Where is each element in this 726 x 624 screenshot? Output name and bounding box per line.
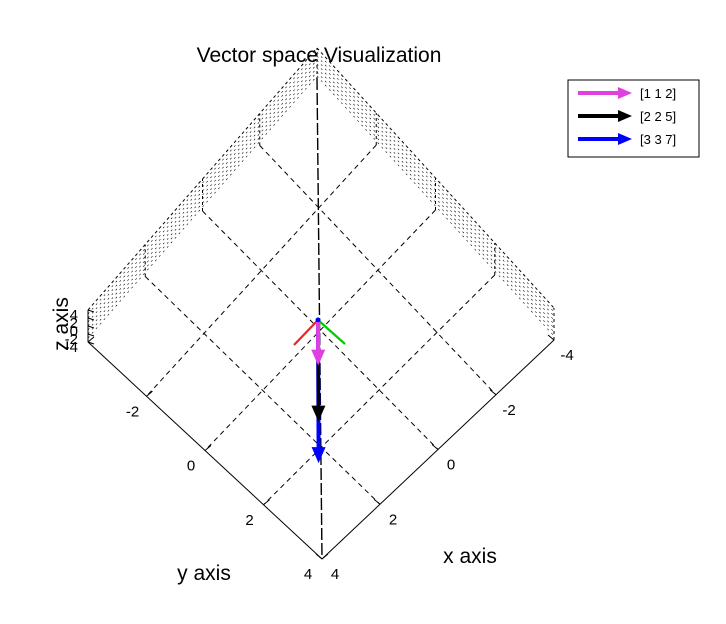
wall-grid-line [87,55,318,319]
legend-swatch-arrowhead [618,87,632,99]
z-tick-mark [87,333,95,337]
x-axis-label: x axis [443,545,497,568]
triad-y-line [293,319,319,346]
z-tick-label: 2 [70,315,78,332]
back-wall-grid [87,47,555,560]
y-tick-label: 0 [187,458,195,475]
wall-grid-line [87,51,318,315]
y-tick-label: -2 [126,403,139,420]
z-tick-mark [87,309,95,313]
y-tick-mark [263,499,270,506]
y-axis-label: y axis [177,562,231,585]
floor-grid-line [204,209,436,451]
wall-top-line [87,47,318,311]
z-tick-label: -2 [65,331,78,348]
y-tick-mark [146,390,153,397]
z-tick-label: 0 [70,323,78,340]
y-tick-mark [321,553,329,560]
axis-triad [293,317,346,346]
z-axis-label: z axis [50,297,73,351]
z-tick-mark [87,325,95,329]
x-tick-mark [547,334,555,341]
triad-z-dot [315,317,321,323]
floor-grid-line [202,210,439,450]
z-tick-mark [87,341,95,345]
floor-grid-line [144,276,381,505]
vector-arrowhead [311,349,326,366]
x-tick-mark [373,498,381,505]
wall-grid-line [87,75,318,339]
vector-arrowhead [311,405,326,422]
x-tick-mark [489,389,497,396]
wall-grid-line [316,75,555,337]
x-tick-label: 4 [331,566,339,583]
wall-grid-line [316,63,555,325]
triad-x-line [317,319,346,345]
legend-swatch-arrowhead [618,110,632,122]
wall-grid-line [87,63,318,327]
x-tick-mark [315,553,323,560]
z-tick-mark [87,317,95,321]
wall-grid-line [87,67,318,331]
floor-grid-line [146,144,377,397]
wall-grid-line [87,71,318,335]
y-tick-label: 4 [304,566,312,583]
vector-series [311,321,326,464]
vector-arrowhead [311,447,326,464]
legend-swatch-arrowhead [618,133,632,145]
x-tick-label: 2 [389,511,397,528]
legend-entry-label: [1 1 2] [640,86,676,101]
legend-entry-label: [3 3 7] [640,132,676,147]
wall-grid-line [316,51,555,313]
z-tick-label: 4 [70,307,78,324]
z-tick-label: -4 [65,339,78,356]
legend: [1 1 2] [2 2 5] [3 3 7] [567,79,700,158]
floor-grid [144,144,497,506]
y-tick-mark [204,445,212,451]
floor-frame [87,309,555,560]
floor-grid-line [263,274,496,506]
x-tick-label: -2 [502,402,515,419]
y-tick-label: 2 [245,512,253,529]
y-tick-mark [87,336,95,343]
x-tick-label: 0 [447,457,455,474]
x-tick-label: -4 [560,347,573,364]
x-tick-mark [431,444,439,450]
floor-grid-line [259,145,497,396]
chart-title: Vector space Visualization [197,44,442,67]
legend-entry-label: [2 2 5] [640,109,676,124]
wall-grid-line [87,59,318,323]
